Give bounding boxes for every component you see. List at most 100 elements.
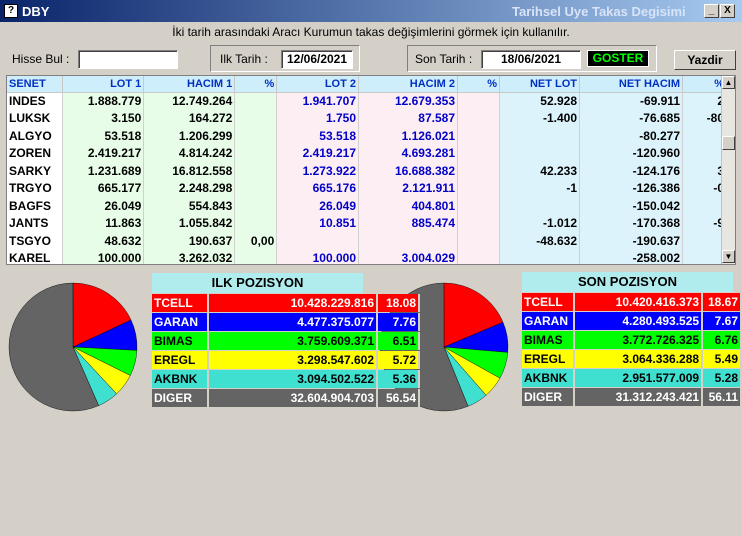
position-row: TCELL 10.420.416.373 18.67 [522, 293, 742, 311]
scroll-down-icon[interactable]: ▼ [722, 250, 735, 263]
position-pct: 18.67 [703, 293, 742, 311]
table-cell: 2.419.217 [276, 144, 359, 162]
position-name: EREGL [522, 350, 576, 368]
table-cell: 100.000 [276, 249, 359, 264]
table-cell: -76.685 [579, 109, 683, 127]
table-cell: 1.750 [276, 109, 359, 127]
table-cell: -80 [682, 109, 727, 127]
position-row: GARAN 4.280.493.525 7.67 [522, 312, 742, 330]
close-button[interactable]: X [720, 4, 735, 18]
app-icon[interactable]: ? [4, 4, 18, 18]
table-row[interactable]: INDES 1.888.779 12.749.264 1.941.707 12.679.… [7, 92, 727, 110]
hisse-bul-input[interactable] [78, 50, 178, 69]
table-cell: ZOREN [7, 144, 63, 162]
yazdir-button[interactable]: Yazdir [674, 50, 736, 70]
table-cell: 554.843 [143, 197, 236, 215]
column-header[interactable]: SENET [7, 76, 63, 93]
title-bar: ? DBY Tarihsel Uye Takas Degisimi _ X [0, 0, 742, 22]
table-cell: JANTS [7, 214, 63, 232]
table-row[interactable]: ZOREN 2.419.217 4.814.242 2.419.217 4.693.28… [7, 144, 727, 162]
table-cell: 1.206.299 [143, 127, 236, 145]
position-row: DIGER 32.604.904.703 56.54 [152, 389, 420, 407]
table-cell: -80.277 [579, 127, 683, 145]
ilk-tarih-input[interactable]: 12/06/2021 [281, 50, 353, 69]
son-pozisyon-table: TCELL 10.420.416.373 18.67 GARAN 4.280.493.5… [522, 292, 742, 407]
table-cell: 1.055.842 [143, 214, 236, 232]
ilk-tarih-group [210, 45, 360, 72]
table-cell: -69.911 [579, 92, 683, 110]
table-cell: 885.474 [358, 214, 458, 232]
position-row: BIMAS 3.759.609.371 6.51 [152, 332, 420, 350]
takas-grid[interactable]: SENET LOT 1 HACIM 1% LOT 2 HACIM 2% NET LOT NE… [6, 75, 736, 265]
table-cell [457, 144, 500, 162]
table-cell: -48.632 [499, 232, 580, 250]
table-row[interactable]: LUKSK 3.150 164.272 1.750 87.587 -1.400 -76.68… [7, 109, 727, 127]
table-cell: -0 [682, 179, 727, 197]
table-cell: -126.386 [579, 179, 683, 197]
column-header[interactable]: HACIM 2 [358, 76, 458, 93]
son-tarih-input[interactable]: 18/06/2021 [481, 50, 581, 69]
scroll-thumb[interactable] [722, 136, 735, 150]
column-header[interactable]: LOT 1 [62, 76, 145, 93]
table-cell: 100.000 [62, 249, 145, 264]
table-cell [234, 197, 278, 215]
pie-slice-tcell [72, 282, 132, 348]
table-cell [457, 179, 500, 197]
table-row[interactable]: ALGYO 53.518 1.206.299 53.518 1.126.021 -80.2… [7, 127, 727, 145]
table-row[interactable]: SARKY 1.231.689 16.812.558 1.273.922 16.688.… [7, 162, 727, 180]
column-header[interactable]: NET HACIM [579, 76, 683, 93]
table-cell [457, 232, 500, 250]
position-name: BIMAS [152, 332, 209, 350]
pie-slice-tcell [443, 282, 504, 348]
table-cell: -1 [499, 179, 580, 197]
table-cell: 53.518 [276, 127, 359, 145]
minimize-button[interactable]: _ [704, 4, 719, 18]
column-header[interactable]: % [234, 76, 278, 93]
table-row[interactable]: JANTS 11.863 1.055.842 10.851 885.474 -1.012-… [7, 214, 727, 232]
table-cell [499, 249, 580, 264]
table-cell: 665.176 [276, 179, 359, 197]
position-name: GARAN [152, 313, 209, 331]
goster-button[interactable]: GOSTER [587, 50, 649, 67]
takas-table: SENET LOT 1 HACIM 1% LOT 2 HACIM 2% NET LOT NE… [7, 76, 727, 264]
ilk-pozisyon-pie [8, 282, 138, 412]
position-name: AKBNK [152, 370, 209, 388]
position-name: BIMAS [522, 331, 576, 349]
table-row[interactable]: TSGYO 48.632 190.637 0,00 -48.632 -190.637 [7, 232, 727, 250]
column-header[interactable]: HACIM 1 [143, 76, 236, 93]
grid-scrollbar[interactable]: ▲ ▼ [721, 76, 735, 264]
table-cell [457, 249, 500, 264]
table-cell: -1.400 [499, 109, 580, 127]
position-pct: 7.67 [703, 312, 742, 330]
app-name: DBY [22, 3, 50, 19]
table-cell: TRGYO [7, 179, 63, 197]
table-cell: 3 [682, 162, 727, 180]
table-cell [682, 249, 727, 264]
scroll-up-icon[interactable]: ▲ [722, 76, 735, 89]
table-row[interactable]: BAGFS 26.049 554.843 26.049 404.801 -150.042 [7, 197, 727, 215]
position-value: 3.772.726.325 [575, 331, 704, 349]
position-value: 2.951.577.009 [575, 369, 704, 387]
ilk-pozisyon-table: TCELL 10.428.229.816 18.08 GARAN 4.477.375.0… [152, 293, 420, 408]
column-header[interactable]: NET LOT [499, 76, 580, 93]
table-cell [499, 197, 580, 215]
position-row: EREGL 3.298.547.602 5.72 [152, 351, 420, 369]
position-name: DIGER [522, 388, 576, 406]
column-header[interactable]: LOT 2 [276, 76, 359, 93]
position-name: GARAN [522, 312, 576, 330]
table-cell: 42.233 [499, 162, 580, 180]
column-header[interactable]: % [682, 76, 727, 93]
table-cell: -258.002 [579, 249, 683, 264]
table-cell: -120.960 [579, 144, 683, 162]
table-cell [358, 232, 458, 250]
position-pct: 5.36 [378, 370, 420, 388]
table-cell: 2.121.911 [358, 179, 458, 197]
table-cell [682, 144, 727, 162]
window-title: Tarihsel Uye Takas Degisimi [512, 4, 686, 19]
table-cell: -150.042 [579, 197, 683, 215]
column-header[interactable]: % [457, 76, 500, 93]
position-value: 10.428.229.816 [209, 294, 378, 312]
table-row[interactable]: TRGYO 665.177 2.248.298 665.176 2.121.911 -1-… [7, 179, 727, 197]
table-cell: -124.176 [579, 162, 683, 180]
table-row[interactable]: KAREL 100.000 3.262.032 100.000 3.004.029 -25… [7, 249, 727, 264]
